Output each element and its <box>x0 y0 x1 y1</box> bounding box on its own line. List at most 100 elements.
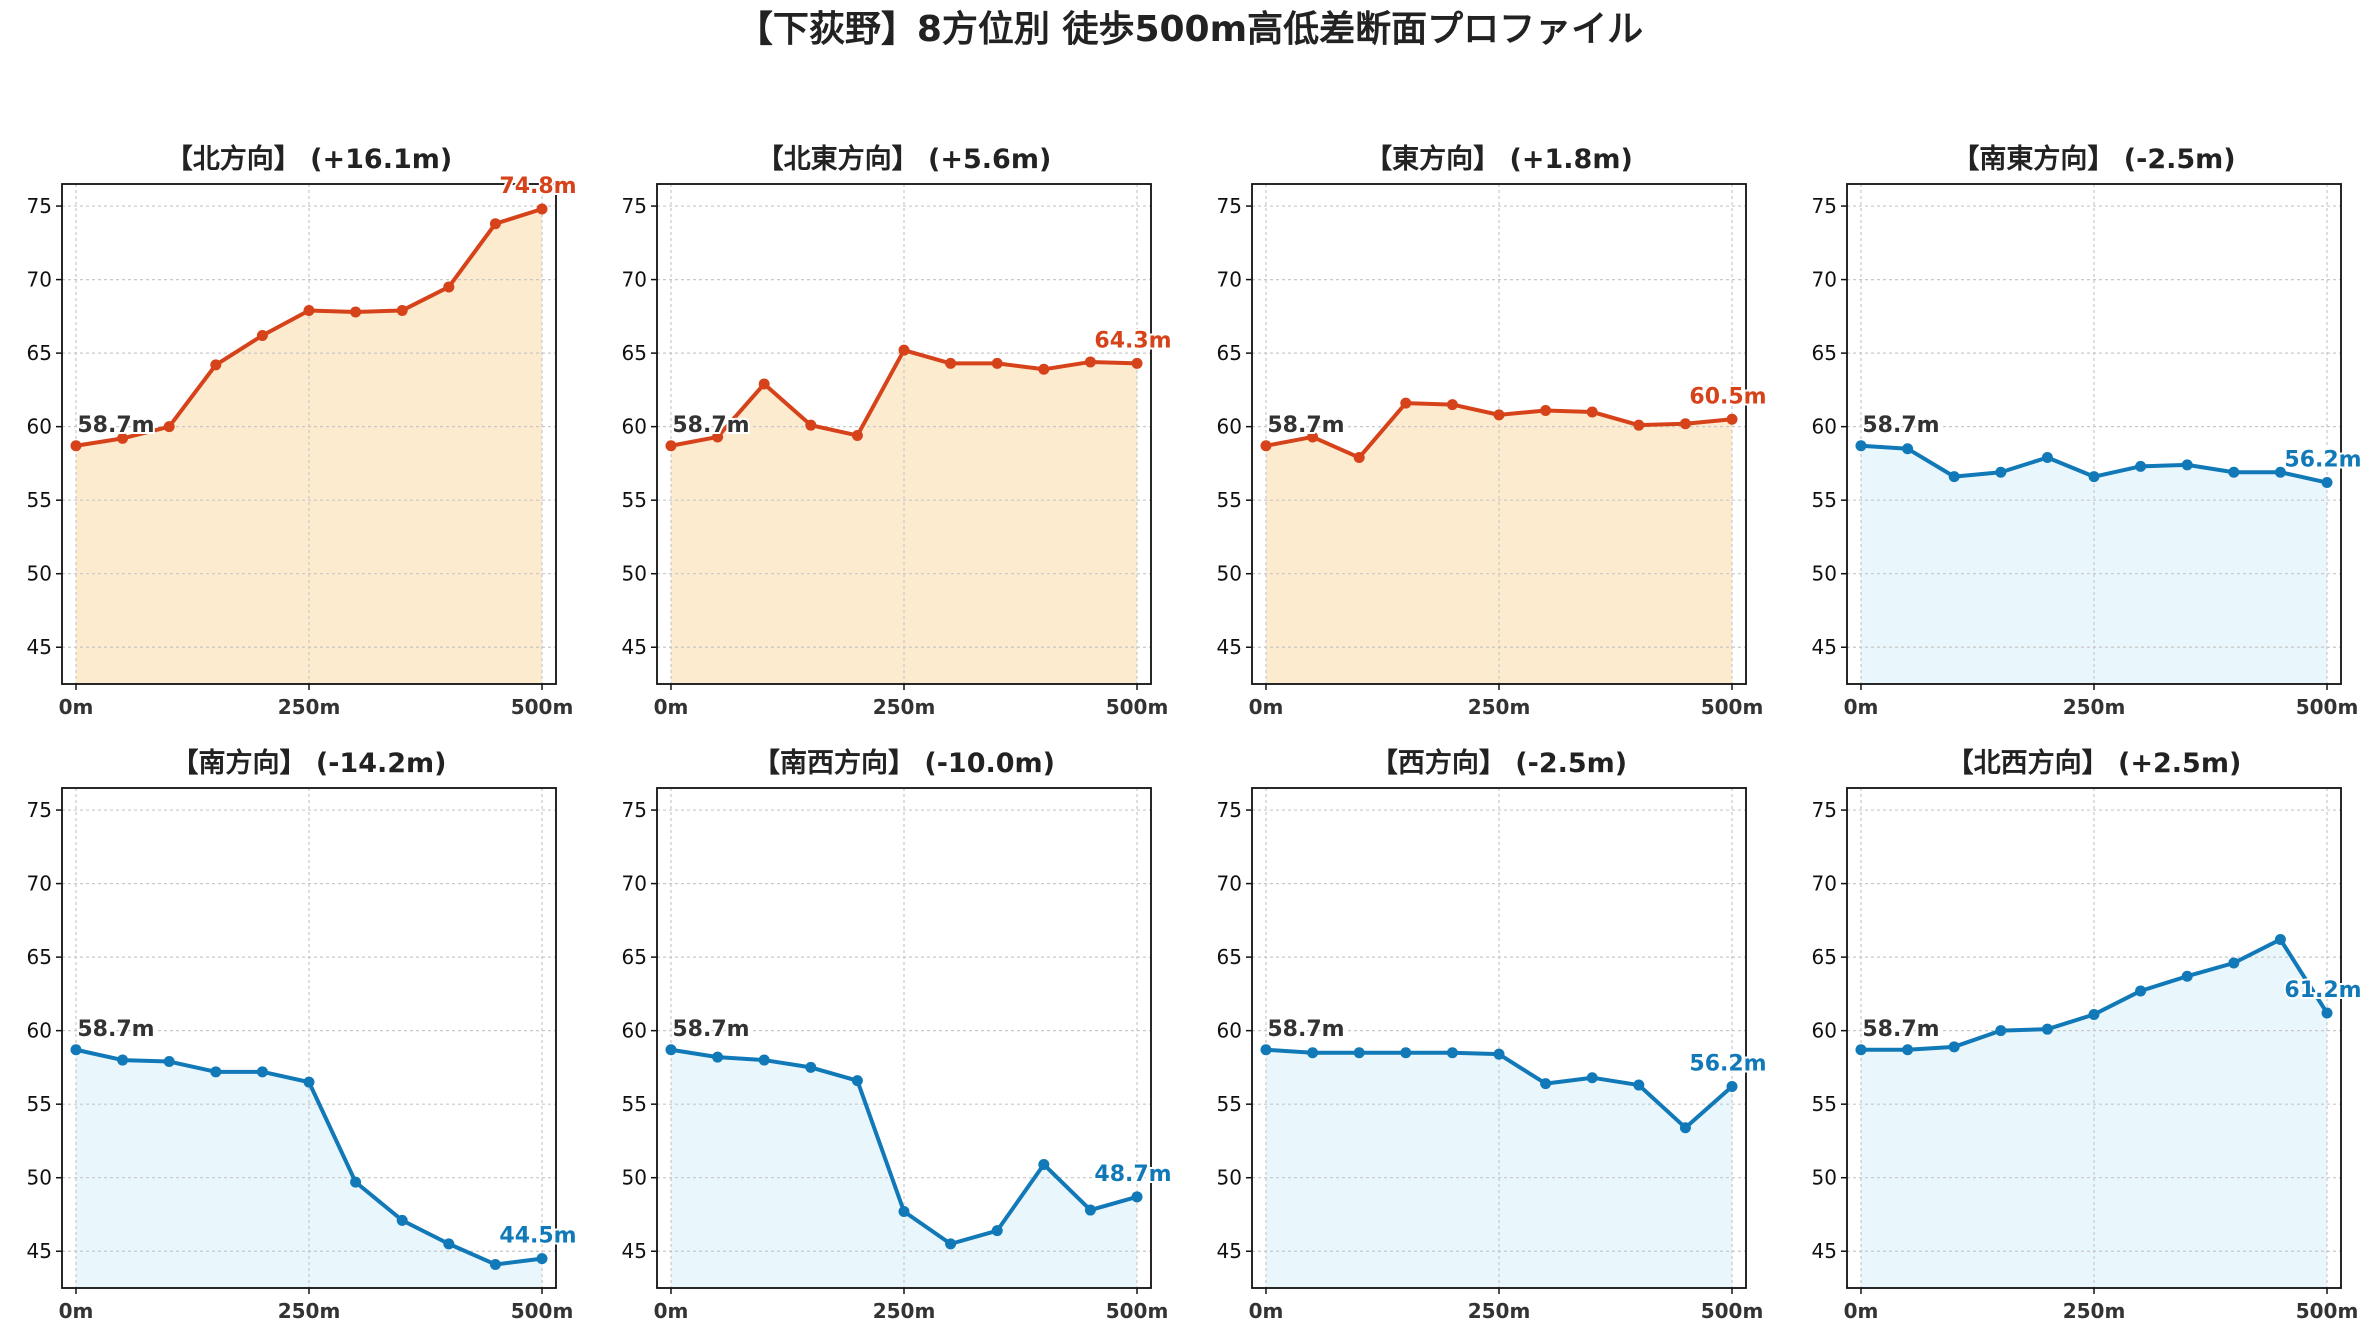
data-point <box>991 357 1003 369</box>
area-fill <box>1265 403 1733 684</box>
chart-panel-8: 【北西方向】 (+2.5m) 45 50 55 60 65 70 75 0m 250m 500m 58… <box>1812 747 2364 1323</box>
y-tick-label: 50 <box>622 562 647 586</box>
chart-panel-4: 【南東方向】 (-2.5m) 45 50 55 60 65 70 75 0m 250m 500m 58… <box>1812 143 2364 719</box>
data-point <box>70 1044 82 1056</box>
chart-panel-1: 【北方向】 (+16.1m) 45 50 55 60 65 70 75 0m 250m 500m 58… <box>27 143 579 719</box>
data-point <box>805 419 817 431</box>
figure-title: 【下荻野】8方位別 徒歩500m高低差断面プロファイル <box>736 9 1644 50</box>
data-point <box>1400 397 1412 409</box>
data-point <box>851 1075 863 1087</box>
data-point <box>2135 460 2147 472</box>
y-tick-label: 75 <box>622 798 647 822</box>
data-point <box>350 1176 362 1188</box>
y-tick-label: 45 <box>1217 635 1242 659</box>
data-point <box>350 306 362 318</box>
x-tick-label: 250m <box>1468 1299 1531 1323</box>
y-tick-label: 55 <box>27 1092 52 1116</box>
y-tick-label: 55 <box>622 1092 647 1116</box>
data-point <box>1493 409 1505 421</box>
data-point <box>1948 471 1960 483</box>
data-point <box>758 1054 770 1066</box>
x-tick-label: 500m <box>2296 695 2359 719</box>
data-point <box>443 281 455 293</box>
area-fill <box>670 350 1138 684</box>
end-value-label: 61.2m <box>2284 978 2361 1003</box>
y-tick-label: 75 <box>622 194 647 218</box>
data-point <box>1038 363 1050 375</box>
data-point <box>1400 1047 1412 1059</box>
data-point <box>117 432 129 444</box>
x-tick-label: 0m <box>1844 695 1879 719</box>
start-value-label: 58.7m <box>1862 413 1939 438</box>
end-value-label: 60.5m <box>1689 384 1766 409</box>
data-point <box>2181 459 2193 471</box>
start-value-label: 58.7m <box>1267 413 1344 438</box>
x-tick-label: 0m <box>1249 695 1284 719</box>
y-tick-label: 75 <box>27 798 52 822</box>
y-tick-label: 50 <box>1217 562 1242 586</box>
y-tick-label: 60 <box>1217 1019 1242 1043</box>
data-point <box>163 421 175 433</box>
y-tick-label: 60 <box>622 415 647 439</box>
y-tick-label: 75 <box>1217 798 1242 822</box>
y-tick-label: 75 <box>1812 798 1837 822</box>
data-point <box>665 1044 677 1056</box>
x-tick-label: 250m <box>2063 1299 2126 1323</box>
data-point <box>2088 471 2100 483</box>
y-tick-label: 60 <box>27 415 52 439</box>
data-point <box>489 1258 501 1270</box>
y-tick-label: 70 <box>1217 268 1242 292</box>
data-point <box>2274 933 2286 945</box>
y-tick-label: 70 <box>622 268 647 292</box>
x-tick-label: 0m <box>654 695 689 719</box>
data-point <box>396 304 408 316</box>
y-tick-label: 65 <box>622 341 647 365</box>
data-point <box>1855 1044 1867 1056</box>
y-tick-label: 45 <box>622 635 647 659</box>
end-value-label: 44.5m <box>499 1224 576 1249</box>
x-tick-label: 250m <box>2063 695 2126 719</box>
x-tick-label: 250m <box>873 1299 936 1323</box>
data-point <box>758 378 770 390</box>
data-point <box>536 203 548 215</box>
data-point <box>1131 357 1143 369</box>
end-value-label: 56.2m <box>2284 448 2361 473</box>
y-tick-label: 70 <box>622 872 647 896</box>
x-tick-label: 250m <box>1468 695 1531 719</box>
data-point <box>2321 1007 2333 1019</box>
y-tick-label: 45 <box>1217 1239 1242 1263</box>
data-point <box>396 1214 408 1226</box>
y-tick-label: 75 <box>1812 194 1837 218</box>
y-tick-label: 50 <box>1217 1166 1242 1190</box>
y-tick-label: 70 <box>1812 268 1837 292</box>
y-tick-label: 60 <box>1812 415 1837 439</box>
y-tick-label: 60 <box>1812 1019 1837 1043</box>
data-point <box>2088 1008 2100 1020</box>
data-point <box>117 1054 129 1066</box>
data-point <box>443 1238 455 1250</box>
y-tick-label: 75 <box>27 194 52 218</box>
chart-panel-2: 【北東方向】 (+5.6m) 45 50 55 60 65 70 75 0m 250m 500m 58… <box>622 143 1174 719</box>
data-point <box>1586 1072 1598 1084</box>
y-tick-label: 65 <box>622 945 647 969</box>
x-tick-label: 500m <box>1701 1299 1764 1323</box>
y-tick-label: 65 <box>1812 945 1837 969</box>
chart-panel-6: 【南西方向】 (-10.0m) 45 50 55 60 65 70 75 0m 250m 500m 5… <box>622 747 1174 1323</box>
y-tick-label: 65 <box>1217 341 1242 365</box>
data-point <box>303 1076 315 1088</box>
data-point <box>303 304 315 316</box>
y-tick-label: 45 <box>1812 1239 1837 1263</box>
y-tick-label: 45 <box>27 635 52 659</box>
y-tick-label: 65 <box>1217 945 1242 969</box>
data-point <box>2041 452 2053 464</box>
y-tick-label: 50 <box>622 1166 647 1190</box>
y-tick-label: 60 <box>1217 415 1242 439</box>
panel-title: 【南西方向】 (-10.0m) <box>753 747 1055 779</box>
y-tick-label: 75 <box>1217 194 1242 218</box>
panel-title: 【北東方向】 (+5.6m) <box>757 143 1052 175</box>
data-point <box>1633 419 1645 431</box>
data-point <box>2041 1023 2053 1035</box>
x-tick-label: 500m <box>511 1299 574 1323</box>
data-point <box>1726 1081 1738 1093</box>
x-tick-label: 0m <box>1844 1299 1879 1323</box>
